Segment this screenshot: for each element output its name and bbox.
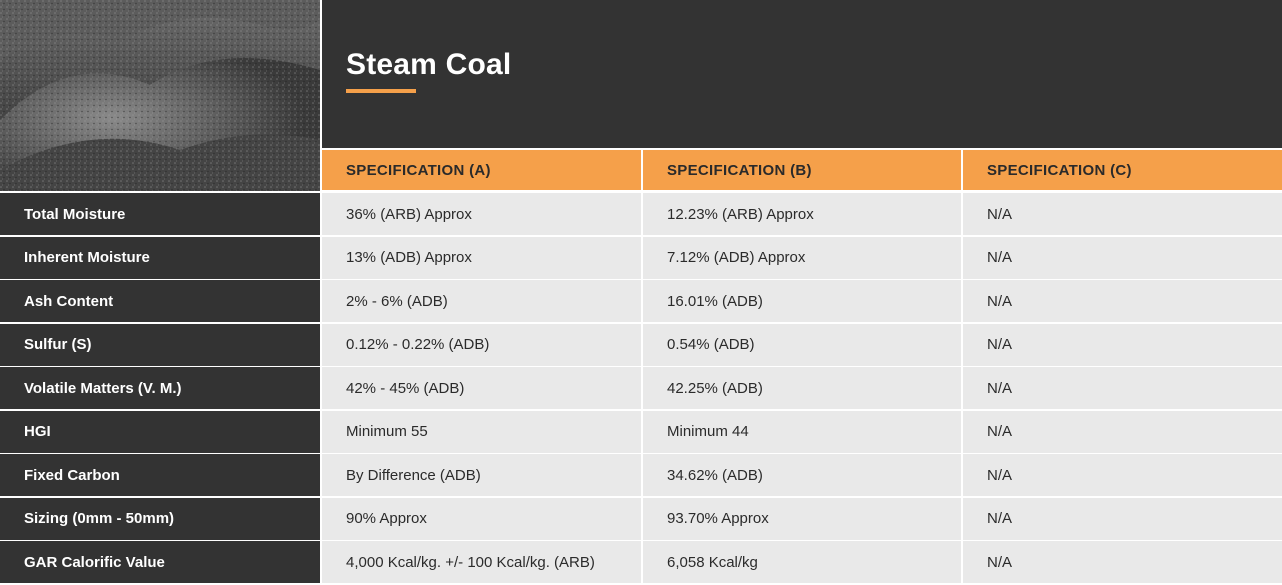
cell-spec-c: N/A (963, 193, 1282, 235)
title-underline (346, 89, 416, 93)
cell-spec-b: 42.25% (ADB) (643, 367, 961, 409)
row-label: Total Moisture (0, 193, 320, 235)
cell-spec-c: N/A (963, 497, 1282, 540)
cell-spec-a: 2% - 6% (ADB) (322, 280, 641, 322)
table-row: Ash Content 2% - 6% (ADB) 16.01% (ADB) N… (0, 280, 1282, 322)
cell-spec-b: 34.62% (ADB) (643, 454, 961, 496)
header-panel: Steam Coal (322, 0, 1282, 148)
cell-spec-a: Minimum 55 (322, 410, 641, 453)
cell-spec-c: N/A (963, 323, 1282, 366)
table-row: Sulfur (S) 0.12% - 0.22% (ADB) 0.54% (AD… (0, 323, 1282, 366)
cell-spec-c: N/A (963, 236, 1282, 279)
cell-spec-c: N/A (963, 454, 1282, 496)
cell-spec-c: N/A (963, 280, 1282, 322)
cell-spec-b: 0.54% (ADB) (643, 323, 961, 366)
cell-spec-a: By Difference (ADB) (322, 454, 641, 496)
row-label: Sulfur (S) (0, 323, 320, 366)
cell-spec-a: 13% (ADB) Approx (322, 236, 641, 279)
table-row: Inherent Moisture 13% (ADB) Approx 7.12%… (0, 236, 1282, 279)
table-row: Fixed Carbon By Difference (ADB) 34.62% … (0, 454, 1282, 496)
table-row: Sizing (0mm - 50mm) 90% Approx 93.70% Ap… (0, 497, 1282, 540)
cell-spec-b: 93.70% Approx (643, 497, 961, 540)
row-label: HGI (0, 410, 320, 453)
row-label: Volatile Matters (V. M.) (0, 367, 320, 409)
row-label: GAR Calorific Value (0, 541, 320, 583)
cell-spec-c: N/A (963, 410, 1282, 453)
column-header-spec-b: SPECIFICATION (B) (643, 150, 961, 190)
page-title: Steam Coal (346, 48, 512, 81)
cell-spec-b: 16.01% (ADB) (643, 280, 961, 322)
row-label: Sizing (0mm - 50mm) (0, 497, 320, 540)
cell-spec-b: 7.12% (ADB) Approx (643, 236, 961, 279)
cell-spec-b: 6,058 Kcal/kg (643, 541, 961, 583)
row-label: Ash Content (0, 280, 320, 322)
coal-pile-photo (0, 0, 320, 191)
row-label: Inherent Moisture (0, 236, 320, 279)
cell-spec-c: N/A (963, 367, 1282, 409)
cell-spec-a: 90% Approx (322, 497, 641, 540)
table-row: Volatile Matters (V. M.) 42% - 45% (ADB)… (0, 367, 1282, 409)
cell-spec-a: 42% - 45% (ADB) (322, 367, 641, 409)
column-header-spec-a: SPECIFICATION (A) (322, 150, 641, 190)
cell-spec-b: Minimum 44 (643, 410, 961, 453)
cell-spec-a: 4,000 Kcal/kg. +/- 100 Kcal/kg. (ARB) (322, 541, 641, 583)
table-row: GAR Calorific Value 4,000 Kcal/kg. +/- 1… (0, 541, 1282, 583)
cell-spec-b: 12.23% (ARB) Approx (643, 193, 961, 235)
cell-spec-c: N/A (963, 541, 1282, 583)
spec-table: Total Moisture 36% (ARB) Approx 12.23% (… (0, 193, 1282, 585)
column-header-spec-c: SPECIFICATION (C) (963, 150, 1282, 190)
cell-spec-a: 36% (ARB) Approx (322, 193, 641, 235)
row-label: Fixed Carbon (0, 454, 320, 496)
table-row: HGI Minimum 55 Minimum 44 N/A (0, 410, 1282, 453)
cell-spec-a: 0.12% - 0.22% (ADB) (322, 323, 641, 366)
table-row: Total Moisture 36% (ARB) Approx 12.23% (… (0, 193, 1282, 235)
